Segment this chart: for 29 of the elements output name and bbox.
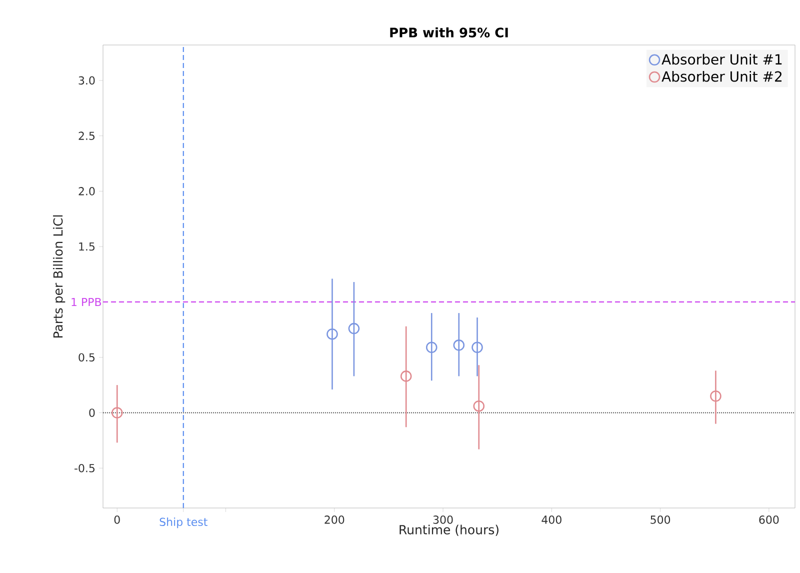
x-tick-label: 0 [114,516,120,524]
point [426,342,438,354]
x-tick-label: 200 [324,516,344,524]
point [326,328,338,340]
point [473,400,485,412]
x-tick-label: 400 [542,516,562,524]
y-tick-label: 2.5 [78,132,95,140]
legend-label: Absorber Unit #2 [662,70,782,82]
y-axis-title: Parts per Billion LiCl [53,215,66,338]
point [348,322,360,334]
point [111,407,123,418]
x-tick-label: 600 [759,516,779,524]
y-tick-label: 3.0 [78,76,95,85]
y-tick-label: 1.5 [79,242,95,251]
point [453,340,465,351]
ref-line-label: Ship test [160,518,208,528]
x-tick-label: 300 [433,516,453,524]
point [400,370,412,382]
point [472,342,483,354]
y-tick-label: -0.5 [74,464,95,472]
point [710,390,722,402]
y-tick-label: 2.0 [78,187,95,196]
x-axis-title: Runtime (hours) [400,524,498,536]
ref-line-label: 1 PPB [72,298,101,306]
y-tick-label: 0 [89,408,95,417]
x-tick-label: 500 [650,516,670,524]
chart-title: PPB with 95% CI [390,27,508,38]
y-tick-label: 0.5 [78,353,95,362]
legend-label: Absorber Unit #1 [662,54,782,65]
